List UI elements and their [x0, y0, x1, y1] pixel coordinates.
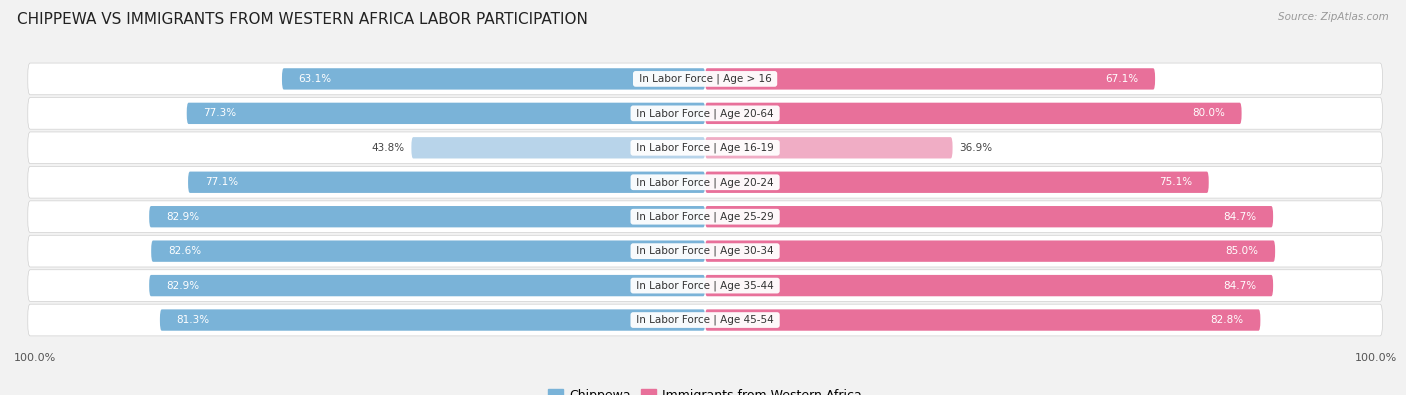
Text: In Labor Force | Age 20-24: In Labor Force | Age 20-24	[633, 177, 778, 188]
Text: In Labor Force | Age 45-54: In Labor Force | Age 45-54	[633, 315, 778, 325]
FancyBboxPatch shape	[28, 63, 1382, 95]
FancyBboxPatch shape	[28, 132, 1382, 164]
Text: In Labor Force | Age 16-19: In Labor Force | Age 16-19	[633, 143, 778, 153]
Text: In Labor Force | Age 25-29: In Labor Force | Age 25-29	[633, 211, 778, 222]
FancyBboxPatch shape	[706, 137, 952, 158]
FancyBboxPatch shape	[152, 241, 706, 262]
Text: In Labor Force | Age 30-34: In Labor Force | Age 30-34	[633, 246, 778, 256]
FancyBboxPatch shape	[28, 166, 1382, 198]
FancyBboxPatch shape	[28, 304, 1382, 336]
Text: 80.0%: 80.0%	[1192, 108, 1225, 118]
FancyBboxPatch shape	[706, 206, 1272, 228]
Text: 81.3%: 81.3%	[177, 315, 209, 325]
Text: 85.0%: 85.0%	[1226, 246, 1258, 256]
Text: CHIPPEWA VS IMMIGRANTS FROM WESTERN AFRICA LABOR PARTICIPATION: CHIPPEWA VS IMMIGRANTS FROM WESTERN AFRI…	[17, 12, 588, 27]
FancyBboxPatch shape	[188, 171, 706, 193]
FancyBboxPatch shape	[28, 270, 1382, 301]
Text: In Labor Force | Age > 16: In Labor Force | Age > 16	[636, 73, 775, 84]
Text: 77.1%: 77.1%	[205, 177, 238, 187]
FancyBboxPatch shape	[149, 275, 706, 296]
Text: Source: ZipAtlas.com: Source: ZipAtlas.com	[1278, 12, 1389, 22]
FancyBboxPatch shape	[160, 309, 706, 331]
FancyBboxPatch shape	[706, 103, 1241, 124]
FancyBboxPatch shape	[706, 171, 1209, 193]
Text: In Labor Force | Age 35-44: In Labor Force | Age 35-44	[633, 280, 778, 291]
Text: 82.9%: 82.9%	[166, 212, 200, 222]
Text: 75.1%: 75.1%	[1159, 177, 1192, 187]
Text: 82.8%: 82.8%	[1211, 315, 1243, 325]
FancyBboxPatch shape	[28, 201, 1382, 233]
Text: In Labor Force | Age 20-64: In Labor Force | Age 20-64	[633, 108, 778, 118]
Text: 36.9%: 36.9%	[959, 143, 993, 153]
FancyBboxPatch shape	[28, 98, 1382, 129]
FancyBboxPatch shape	[412, 137, 706, 158]
FancyBboxPatch shape	[283, 68, 706, 90]
Text: 82.9%: 82.9%	[166, 280, 200, 291]
Text: 43.8%: 43.8%	[371, 143, 405, 153]
Text: 67.1%: 67.1%	[1105, 74, 1139, 84]
FancyBboxPatch shape	[187, 103, 706, 124]
Text: 77.3%: 77.3%	[204, 108, 236, 118]
Text: 63.1%: 63.1%	[298, 74, 332, 84]
FancyBboxPatch shape	[706, 68, 1156, 90]
FancyBboxPatch shape	[28, 235, 1382, 267]
FancyBboxPatch shape	[706, 241, 1275, 262]
FancyBboxPatch shape	[149, 206, 706, 228]
Text: 84.7%: 84.7%	[1223, 280, 1257, 291]
Text: 82.6%: 82.6%	[167, 246, 201, 256]
FancyBboxPatch shape	[706, 309, 1260, 331]
FancyBboxPatch shape	[706, 275, 1272, 296]
Legend: Chippewa, Immigrants from Western Africa: Chippewa, Immigrants from Western Africa	[543, 384, 868, 395]
Text: 84.7%: 84.7%	[1223, 212, 1257, 222]
